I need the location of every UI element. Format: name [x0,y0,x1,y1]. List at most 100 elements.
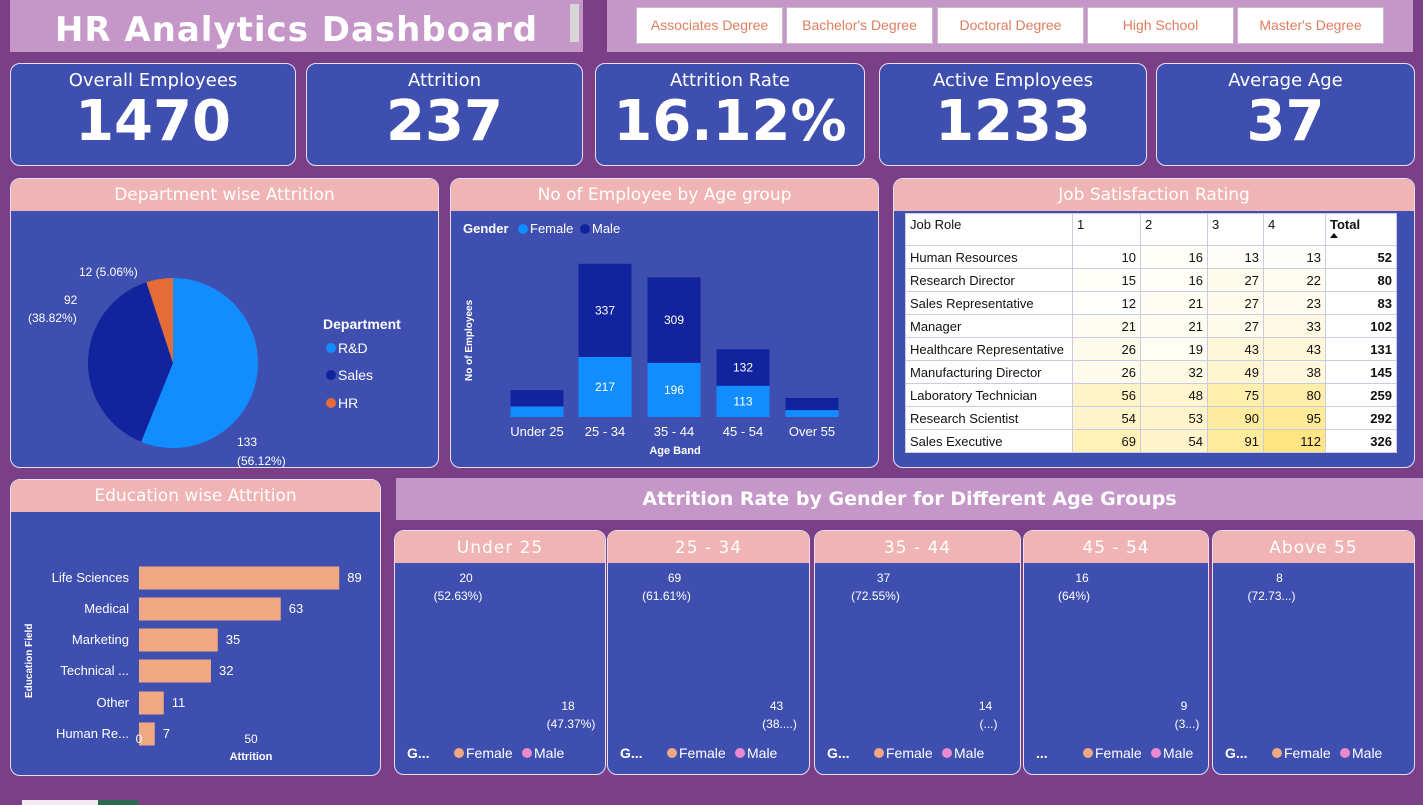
kpi-label: Overall Employees [68,70,238,91]
male-value-label: 8 [1276,571,1283,585]
total-cell: 292 [1325,406,1397,430]
rating-cell: 13 [1263,245,1326,269]
donut-title: Above 55 [1213,531,1414,563]
rating-cell: 95 [1263,406,1326,430]
female-value-label: 9 [1181,699,1188,713]
table-scrollbar[interactable] [1402,215,1408,455]
education-bar-chart[interactable]: Education Field Life Sciences 89 Medical 63… [11,512,380,775]
edu-category-label-4: Other [96,695,129,710]
rating-cell: 112 [1263,429,1326,453]
legend-female-dot [667,748,677,758]
legend-hr-dot [326,398,336,408]
table-row[interactable]: Research Scientist 54 53 90 95 292 [905,406,1397,430]
slicer-masters[interactable]: Master's Degree [1237,7,1384,44]
table-header-row: Job Role 1 2 3 4 Total [905,213,1397,246]
donut-legend-title: G... [407,745,430,761]
table-row[interactable]: Human Resources 10 16 13 13 52 [905,245,1397,269]
header-job-role[interactable]: Job Role [905,213,1073,246]
gender-donut-chart[interactable]: 16 (64%) 9 (3...)... Female Male [1024,563,1208,773]
total-cell: 259 [1325,383,1397,407]
table-row[interactable]: Healthcare Representative 26 19 43 43 131 [905,337,1397,361]
bar-male-3[interactable] [716,349,770,386]
job-role-cell: Healthcare Representative [905,337,1073,361]
department-pie-chart[interactable]: 133 (56.12%) 92 (38.82%) 12 (5.06%) Depa… [11,211,438,467]
donut-panel-2: 35 - 44 37 (72.55%) 14 (...) G... Female Male [814,530,1021,775]
gender-donut-chart[interactable]: 20 (52.63%) 18 (47.37%) G... Female Male [395,563,605,773]
sales-percent-label: (38.82%) [28,311,77,325]
job-satisfaction-table[interactable]: Job Role 1 2 3 4 Total Human Resources 10… [905,213,1397,453]
edu-category-label-5: Human Re... [56,726,129,741]
footer-strip [22,800,98,805]
header-total-label: Total [1330,217,1361,232]
rating-cell: 16 [1140,268,1208,292]
legend-female-label: Female [530,221,573,236]
male-percent-label: (61.61%) [642,589,691,603]
legend-male-dot [1151,748,1161,758]
bar-female-4[interactable] [785,410,839,417]
slicer-doctoral[interactable]: Doctoral Degree [937,7,1084,44]
table-row[interactable]: Research Director 15 16 27 22 80 [905,268,1397,292]
bar-female-1[interactable] [578,356,632,417]
legend-male-label: Male [534,745,565,761]
gender-donut-chart[interactable]: 37 (72.55%) 14 (...) G... Female Male [815,563,1020,773]
sales-value-label: 92 [64,293,78,307]
table-row[interactable]: Manager 21 21 27 33 102 [905,314,1397,338]
male-percent-label: (52.63%) [434,589,483,603]
header-rating-3[interactable]: 3 [1207,213,1264,246]
footer-tab[interactable] [98,800,138,805]
header-total[interactable]: Total [1325,213,1397,246]
header-rating-2[interactable]: 2 [1140,213,1208,246]
edu-bar-4[interactable] [139,691,164,715]
bar-male-1[interactable] [578,263,632,357]
job-role-cell: Research Director [905,268,1073,292]
female-percent-label: (38....) [762,717,797,731]
bar-male-0[interactable] [510,390,564,407]
rating-cell: 33 [1263,314,1326,338]
header-rating-4[interactable]: 4 [1263,213,1326,246]
table-row[interactable]: Sales Representative 12 21 27 23 83 [905,291,1397,315]
slicer-associates[interactable]: Associates Degree [636,7,783,44]
legend-male-label: Male [592,221,620,236]
gender-donut-chart[interactable]: 69 (61.61%) 43 (38....) G... Female Male [608,563,809,773]
pie-slice-sales[interactable] [88,282,173,442]
table-row[interactable]: Manufacturing Director 26 32 49 38 145 [905,360,1397,384]
female-value-label: 14 [979,699,993,713]
male-percent-label: (72.73...) [1247,589,1295,603]
table-row[interactable]: Sales Executive 69 54 91 112 326 [905,429,1397,453]
total-cell: 83 [1325,291,1397,315]
edu-value-label-4: 11 [172,695,186,710]
rating-cell: 27 [1207,314,1264,338]
legend-title: Department [323,316,401,332]
edu-value-label-1: 63 [289,601,303,616]
bar-female-0[interactable] [510,406,564,417]
x-tick-label-3: 45 - 54 [723,424,763,439]
kpi-label: Active Employees [933,70,1093,91]
edu-bar-2[interactable] [139,628,218,652]
edu-bar-3[interactable] [139,659,211,683]
bar-male-4[interactable] [785,397,839,411]
edu-value-label-5: 7 [163,726,170,741]
legend-male-dot [522,748,532,758]
legend-female-label: Female [1095,745,1142,761]
page-title: HR Analytics Dashboard [54,10,539,50]
bar-female-2[interactable] [647,362,701,417]
slicer-bachelors[interactable]: Bachelor's Degree [786,7,933,44]
bar-male-2[interactable] [647,277,701,363]
pie-slice-rd[interactable] [141,278,258,448]
y-axis-label: Education Field [24,624,35,698]
edu-bar-0[interactable] [139,566,340,590]
age-group-bar-chart[interactable]: Gender Female Male No of Employees Under… [451,211,878,467]
kpi-overall-employees: Overall Employees 1470 [10,63,296,166]
legend-male-label: Male [1163,745,1194,761]
header-rating-1[interactable]: 1 [1072,213,1141,246]
edu-bar-5[interactable] [139,722,155,746]
slicer-high-school[interactable]: High School [1087,7,1234,44]
bar-female-3[interactable] [716,385,770,417]
gender-donut-chart[interactable]: 8 (72.73...) G... Female Male [1213,563,1414,773]
edu-bar-1[interactable] [139,597,281,621]
male-percent-label: (72.55%) [851,589,900,603]
donut-title: Under 25 [395,531,605,563]
table-row[interactable]: Laboratory Technician 56 48 75 80 259 [905,383,1397,407]
title-scrollbar[interactable] [570,4,579,42]
pie-slice-hr[interactable] [146,278,173,363]
